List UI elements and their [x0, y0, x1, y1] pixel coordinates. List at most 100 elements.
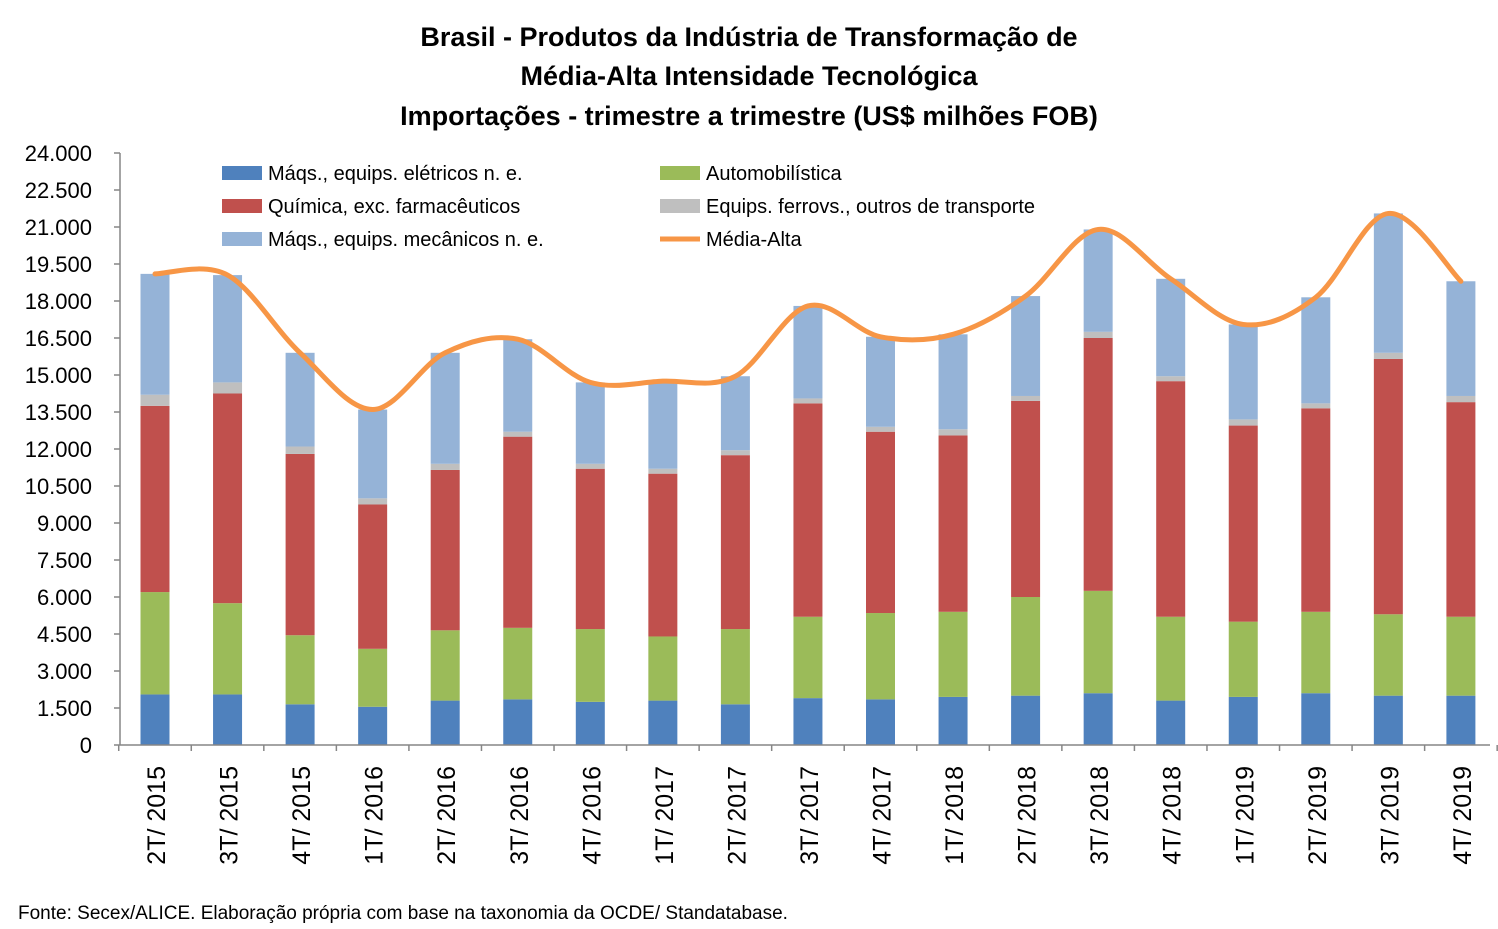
bar-s3-11 — [938, 429, 968, 436]
y-tick-label-3: 4.500 — [37, 622, 92, 647]
bar-s1-8 — [720, 629, 750, 705]
legend-swatch-2 — [222, 199, 262, 213]
x-tick-label-6: 4T/ 2016 — [578, 766, 606, 865]
bar-s4-2 — [285, 352, 315, 447]
bar-s2-6 — [575, 468, 605, 630]
y-tick-label-4: 6.000 — [37, 585, 92, 610]
bar-s2-12 — [1011, 400, 1041, 597]
bar-s1-6 — [575, 629, 605, 702]
bar-s4-17 — [1373, 213, 1403, 353]
x-tick-label-4: 2T/ 2016 — [433, 766, 461, 865]
x-tick-label-8: 2T/ 2017 — [723, 766, 751, 865]
bar-s3-1 — [213, 382, 243, 394]
bar-s3-8 — [720, 450, 750, 456]
y-tick-label-6: 9.000 — [37, 511, 92, 536]
bar-s1-9 — [793, 616, 823, 699]
bar-s0-0 — [140, 694, 170, 745]
y-tick-label-12: 18.000 — [25, 289, 92, 314]
bar-s4-5 — [503, 339, 533, 432]
bar-s0-12 — [1011, 695, 1041, 745]
bar-s1-13 — [1083, 590, 1113, 694]
y-tick-label-13: 19.500 — [25, 252, 92, 277]
source-note: Fonte: Secex/ALICE. Elaboração própria c… — [18, 903, 788, 924]
y-tick-label-2: 3.000 — [37, 659, 92, 684]
x-tick-label-17: 3T/ 2019 — [1376, 766, 1404, 865]
bar-s2-10 — [866, 431, 895, 614]
bar-s1-3 — [358, 648, 388, 707]
bar-s1-2 — [285, 635, 315, 705]
bar-s3-5 — [503, 431, 533, 437]
bar-s0-18 — [1446, 695, 1476, 745]
legend-swatch-0 — [222, 166, 262, 180]
bar-s2-3 — [358, 504, 388, 649]
x-tick-label-11: 1T/ 2018 — [941, 766, 969, 865]
x-tick-label-7: 1T/ 2017 — [651, 766, 679, 865]
series-line-media-alta — [152, 210, 1464, 413]
bar-s1-15 — [1228, 621, 1258, 697]
y-tick-label-5: 7.500 — [37, 548, 92, 573]
legend-label-4: Máqs., equips. mecânicos n. e. — [268, 229, 544, 251]
legend-label-2: Química, exc. farmacêuticos — [268, 196, 520, 218]
y-tick-label-1: 1.500 — [37, 696, 92, 721]
legend-label-line: Média-Alta — [706, 229, 802, 251]
x-tick-label-13: 3T/ 2018 — [1086, 766, 1114, 865]
bar-s2-18 — [1446, 402, 1476, 617]
x-tick-label-10: 4T/ 2017 — [869, 766, 897, 865]
bar-s2-1 — [213, 393, 243, 604]
y-tick-label-0: 0 — [80, 733, 92, 758]
bar-s1-18 — [1446, 616, 1476, 696]
bar-s2-0 — [140, 405, 170, 593]
bar-s2-11 — [938, 435, 968, 612]
bar-s4-9 — [793, 305, 823, 399]
bar-s4-6 — [575, 382, 605, 464]
bar-s4-12 — [1011, 296, 1041, 396]
bar-s3-10 — [866, 426, 895, 432]
y-tick-label-7: 10.500 — [25, 474, 92, 499]
bar-s4-7 — [648, 381, 678, 469]
bar-s1-10 — [866, 613, 895, 700]
bar-s0-6 — [575, 701, 605, 745]
y-tick-label-14: 21.000 — [25, 215, 92, 240]
legend-label-0: Máqs., equips. elétricos n. e. — [268, 163, 523, 185]
y-tick-label-9: 13.500 — [25, 400, 92, 425]
bar-s0-14 — [1156, 700, 1186, 745]
chart-title-line-3: Importações - trimestre a trimestre (US$… — [400, 101, 1098, 131]
bar-s0-15 — [1228, 696, 1258, 745]
bar-s4-16 — [1301, 297, 1331, 404]
bar-s4-18 — [1446, 281, 1476, 396]
bar-s3-3 — [358, 498, 388, 505]
bar-s4-1 — [213, 275, 243, 383]
bar-s0-7 — [648, 700, 678, 745]
bar-s1-5 — [503, 627, 533, 700]
x-tick-label-0: 2T/ 2015 — [143, 766, 171, 865]
x-tick-label-15: 1T/ 2019 — [1231, 766, 1259, 865]
y-tick-label-11: 16.500 — [25, 326, 92, 351]
legend-swatch-4 — [222, 232, 262, 246]
chart-title-line-2: Média-Alta Intensidade Tecnológica — [520, 61, 978, 91]
legend-label-3: Equips. ferrovs., outros de transporte — [706, 196, 1035, 218]
bar-s0-1 — [213, 694, 243, 745]
x-tick-label-2: 4T/ 2015 — [288, 766, 316, 865]
bar-s2-14 — [1156, 381, 1186, 617]
bar-s3-9 — [793, 398, 823, 404]
bar-s2-16 — [1301, 408, 1331, 612]
x-tick-label-14: 4T/ 2018 — [1159, 766, 1187, 865]
bar-s2-13 — [1083, 338, 1113, 591]
bar-s1-17 — [1373, 614, 1403, 696]
bar-s0-10 — [866, 699, 895, 745]
bar-s0-4 — [430, 700, 460, 745]
bar-s3-0 — [140, 394, 170, 406]
bar-s4-11 — [938, 334, 968, 430]
bar-s3-18 — [1446, 395, 1476, 403]
bar-s4-3 — [358, 409, 388, 499]
bar-s2-7 — [648, 473, 678, 637]
legend-swatch-3 — [660, 199, 700, 213]
y-tick-label-10: 15.000 — [25, 363, 92, 388]
bar-s4-0 — [140, 273, 170, 395]
bar-s2-5 — [503, 436, 533, 628]
legend-swatch-1 — [660, 166, 700, 180]
bar-s3-2 — [285, 446, 315, 454]
x-tick-label-12: 2T/ 2018 — [1014, 766, 1042, 865]
bar-s1-16 — [1301, 611, 1331, 694]
bar-s1-7 — [648, 636, 678, 701]
